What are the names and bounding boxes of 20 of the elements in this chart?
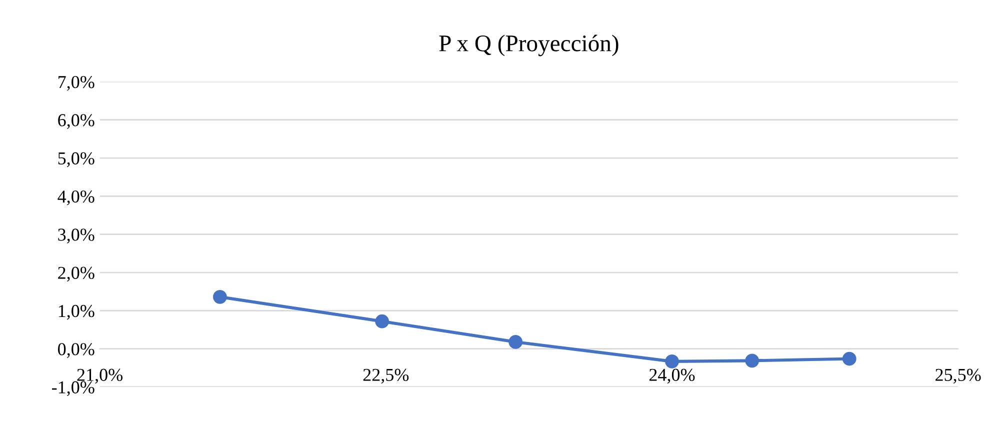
y-tick-label: 7,0% xyxy=(58,76,94,91)
point xyxy=(213,290,227,304)
y-tick-label: 5,0% xyxy=(58,152,94,168)
x-tick-label: 22,5% xyxy=(363,368,409,384)
x-tick-label: 24,0% xyxy=(649,368,695,384)
point xyxy=(842,352,856,366)
y-tick-label: 3,0% xyxy=(58,228,94,244)
y-tick-label: 2,0% xyxy=(58,266,94,282)
point xyxy=(375,314,390,328)
point xyxy=(745,354,760,368)
y-tick-label: 4,0% xyxy=(58,190,94,206)
point xyxy=(665,354,679,368)
x-tick-label: 21,0% xyxy=(77,368,123,384)
y-tick-label: -1,0% xyxy=(52,381,94,396)
x-tick-label: 25,5% xyxy=(936,368,981,384)
y-tick-label: 1,0% xyxy=(58,304,94,320)
y-tick-label: 0,0% xyxy=(58,343,94,358)
point xyxy=(508,335,523,349)
chart-title: P x Q (Proyección) xyxy=(439,34,618,56)
y-tick-label: 6,0% xyxy=(58,114,94,129)
